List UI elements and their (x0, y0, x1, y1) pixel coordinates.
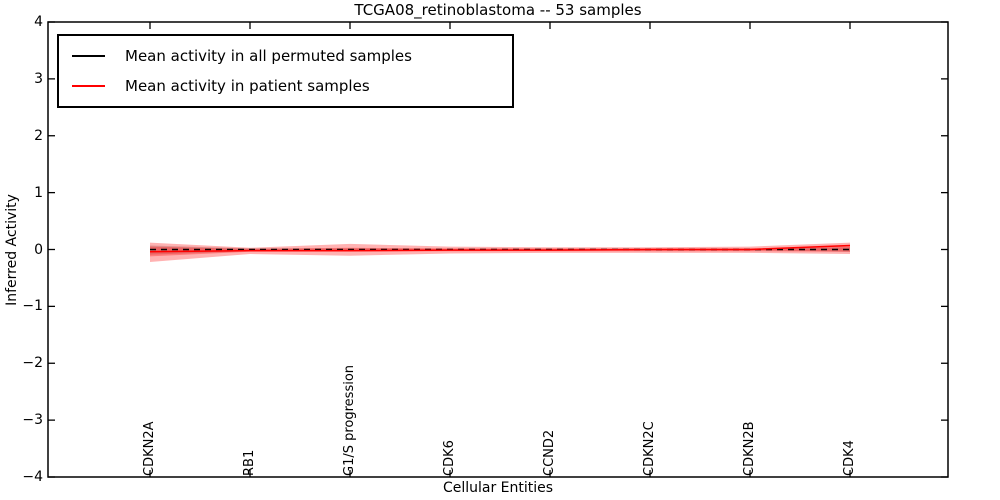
x-category-label: RB1 (242, 449, 257, 476)
y-tick-label: −1 (22, 298, 43, 315)
patient-std-band-outer (150, 242, 850, 263)
legend: Mean activity in all permuted samples Mea… (57, 34, 514, 108)
y-tick-label: 2 (34, 127, 43, 144)
legend-entry: Mean activity in all permuted samples (72, 41, 512, 71)
legend-line-swatch (72, 55, 105, 57)
legend-entry-label: Mean activity in all permuted samples (125, 47, 412, 65)
legend-entry-label: Mean activity in patient samples (125, 77, 370, 95)
x-category-label: CDKN2A (142, 421, 157, 476)
x-category-label: CCND2 (542, 429, 557, 476)
x-category-label: CDK4 (842, 440, 857, 476)
y-tick-label: −4 (22, 469, 43, 485)
patient-std-band-inner (150, 246, 850, 257)
x-category-label: CDKN2B (742, 421, 757, 476)
y-tick-label: −3 (22, 412, 43, 429)
x-category-label: CDKN2C (642, 421, 657, 476)
series-line-patient-mean (149, 244, 851, 253)
y-axis-label: Inferred Activity (4, 194, 20, 306)
legend-entry: Mean activity in patient samples (72, 71, 512, 101)
y-tick-label: 1 (34, 184, 43, 201)
x-category-label: CDK6 (442, 440, 457, 476)
x-category-label: G1/S progression (342, 364, 357, 476)
chart-title: TCGA08_retinoblastoma -- 53 samples (354, 1, 642, 19)
x-axis-label: Cellular Entities (442, 480, 554, 496)
y-tick-label: 4 (34, 14, 43, 30)
legend-line-swatch (72, 85, 105, 87)
y-tick-label: 0 (34, 241, 43, 258)
y-tick-label: −2 (22, 355, 43, 372)
y-tick-label: 3 (34, 70, 43, 87)
